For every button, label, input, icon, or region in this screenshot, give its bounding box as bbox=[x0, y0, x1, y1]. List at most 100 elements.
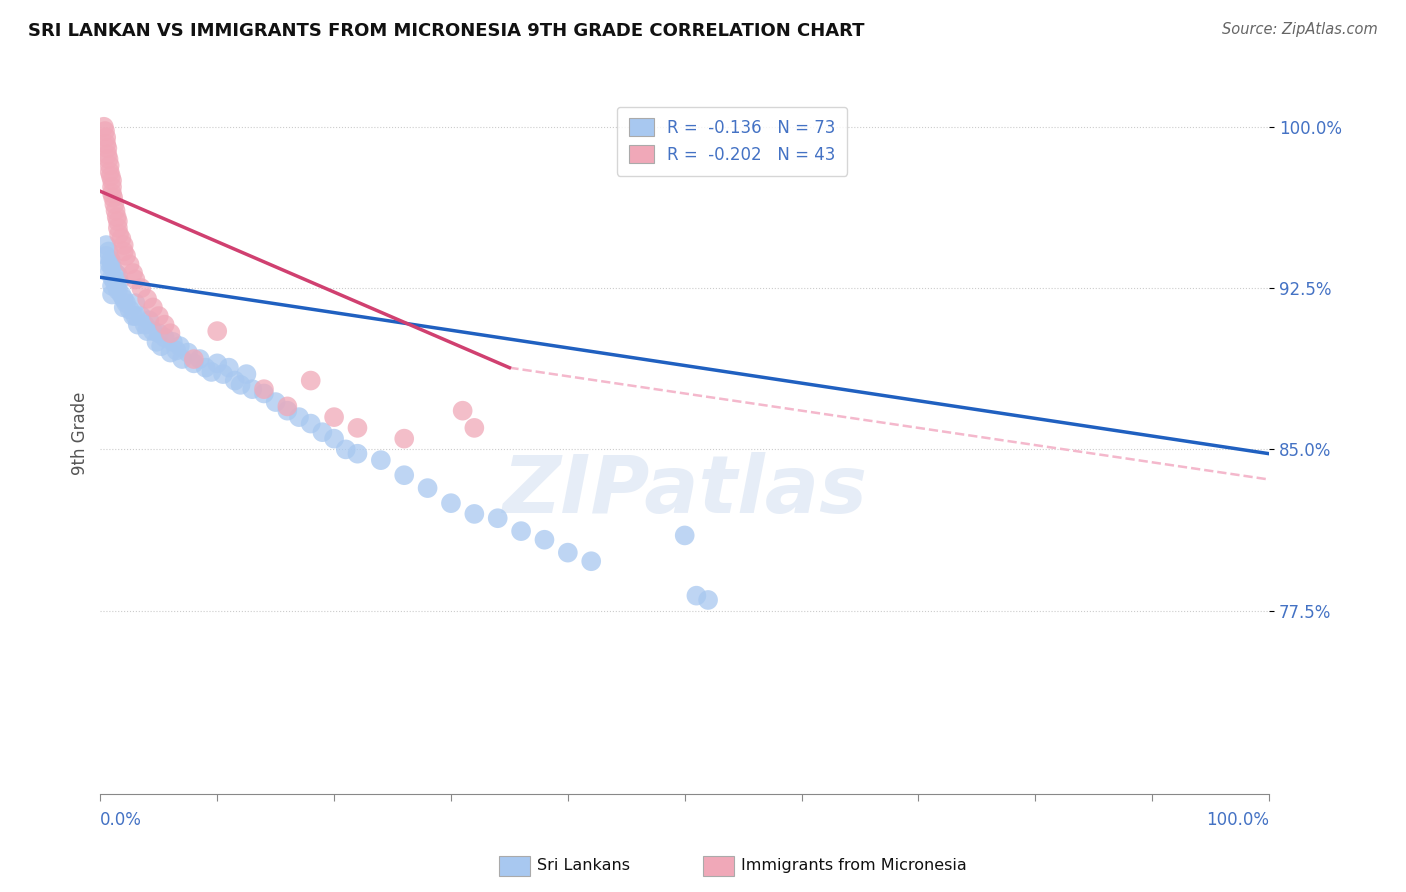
Point bbox=[159, 326, 181, 341]
Point bbox=[96, 130, 118, 145]
Point bbox=[93, 120, 115, 134]
Point bbox=[134, 318, 156, 332]
Point bbox=[323, 410, 346, 425]
Point bbox=[224, 374, 246, 388]
Point bbox=[107, 283, 129, 297]
Point bbox=[103, 197, 125, 211]
Point bbox=[129, 309, 152, 323]
Point bbox=[136, 292, 159, 306]
Point bbox=[697, 593, 720, 607]
Point bbox=[370, 453, 392, 467]
Text: Immigrants from Micronesia: Immigrants from Micronesia bbox=[741, 858, 967, 872]
Point bbox=[101, 270, 124, 285]
Point bbox=[96, 249, 118, 263]
Point bbox=[323, 432, 346, 446]
Point bbox=[118, 302, 141, 317]
Point bbox=[148, 309, 170, 323]
Point bbox=[127, 318, 149, 332]
Point bbox=[673, 528, 696, 542]
Point bbox=[188, 352, 211, 367]
Point bbox=[107, 268, 129, 282]
Point bbox=[148, 326, 170, 341]
Point bbox=[118, 257, 141, 271]
Point bbox=[212, 367, 235, 381]
Point bbox=[122, 309, 145, 323]
Point bbox=[96, 238, 118, 252]
Point bbox=[108, 275, 131, 289]
Point bbox=[112, 292, 135, 306]
Point bbox=[235, 367, 257, 381]
Point bbox=[115, 249, 138, 263]
Point bbox=[97, 152, 120, 166]
Point bbox=[124, 296, 146, 310]
Point bbox=[124, 272, 146, 286]
Point bbox=[205, 324, 228, 338]
Point bbox=[129, 281, 152, 295]
Point bbox=[112, 244, 135, 259]
Point bbox=[103, 191, 125, 205]
Point bbox=[169, 339, 191, 353]
Point bbox=[98, 159, 121, 173]
Point bbox=[392, 468, 415, 483]
Point bbox=[124, 309, 146, 323]
Point bbox=[311, 425, 333, 440]
Point bbox=[440, 496, 463, 510]
Point bbox=[463, 421, 485, 435]
Point bbox=[110, 231, 132, 245]
Point bbox=[299, 417, 322, 431]
Point bbox=[101, 287, 124, 301]
Point bbox=[153, 318, 176, 332]
Point bbox=[96, 141, 118, 155]
Text: Source: ZipAtlas.com: Source: ZipAtlas.com bbox=[1222, 22, 1378, 37]
Point bbox=[145, 334, 167, 349]
Point bbox=[205, 356, 228, 370]
Point bbox=[98, 264, 121, 278]
Point bbox=[229, 377, 252, 392]
Point bbox=[101, 173, 124, 187]
Text: Sri Lankans: Sri Lankans bbox=[537, 858, 630, 872]
Point bbox=[153, 330, 176, 344]
Point bbox=[200, 365, 222, 379]
Point bbox=[194, 360, 217, 375]
Point bbox=[142, 301, 165, 315]
Point bbox=[557, 546, 579, 560]
Point bbox=[451, 403, 474, 417]
Point bbox=[346, 447, 368, 461]
Point bbox=[122, 266, 145, 280]
Point bbox=[240, 382, 263, 396]
Point bbox=[159, 345, 181, 359]
Point bbox=[96, 136, 118, 151]
Point bbox=[100, 253, 122, 268]
Point bbox=[276, 403, 298, 417]
Point bbox=[288, 410, 311, 425]
Point bbox=[165, 343, 187, 358]
Point bbox=[486, 511, 509, 525]
Point bbox=[98, 257, 121, 271]
Point bbox=[105, 210, 128, 224]
Point bbox=[101, 186, 124, 201]
Text: ZIPatlas: ZIPatlas bbox=[502, 452, 868, 530]
Point bbox=[463, 507, 485, 521]
Point bbox=[97, 244, 120, 259]
Point bbox=[110, 287, 132, 301]
Point bbox=[142, 324, 165, 338]
Point bbox=[253, 382, 276, 396]
Point bbox=[101, 180, 124, 194]
Point bbox=[104, 203, 127, 218]
Point bbox=[162, 334, 184, 349]
Point bbox=[98, 165, 121, 179]
Legend: R =  -0.136   N = 73, R =  -0.202   N = 43: R = -0.136 N = 73, R = -0.202 N = 43 bbox=[617, 106, 848, 176]
Point bbox=[108, 227, 131, 242]
Point bbox=[105, 279, 128, 293]
Point bbox=[335, 442, 357, 457]
Point bbox=[510, 524, 533, 538]
Point bbox=[103, 275, 125, 289]
Point bbox=[172, 352, 194, 367]
Text: 0.0%: 0.0% bbox=[100, 811, 142, 829]
Point bbox=[346, 421, 368, 435]
Point bbox=[276, 400, 298, 414]
Point bbox=[101, 279, 124, 293]
Point bbox=[177, 345, 200, 359]
Point bbox=[104, 266, 127, 280]
Point bbox=[115, 296, 138, 310]
